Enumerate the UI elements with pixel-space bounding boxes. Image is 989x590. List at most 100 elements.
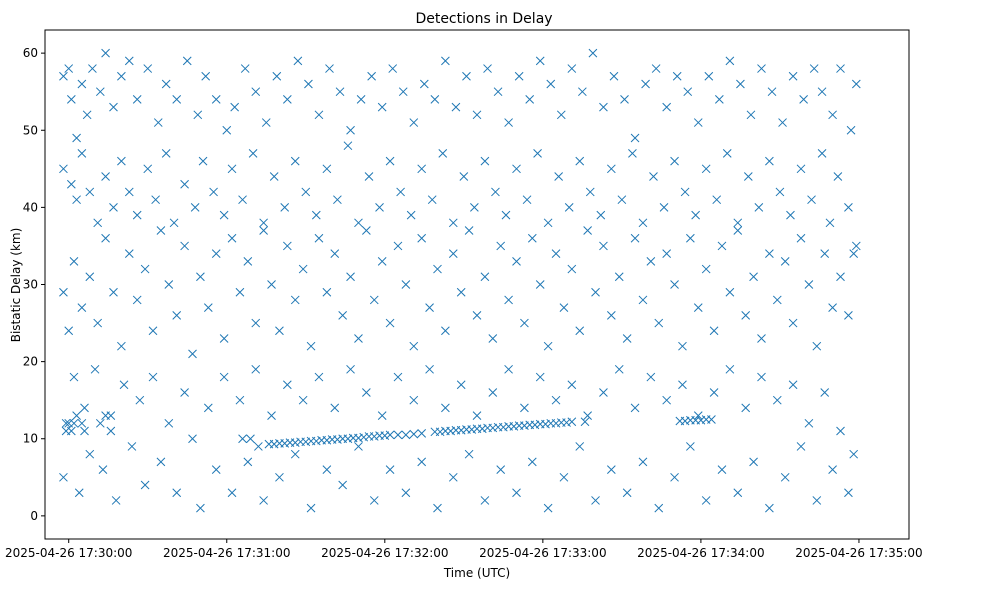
data-point [246,434,255,444]
data-point [362,388,371,397]
data-point [472,411,482,420]
data-point [417,164,427,174]
data-point [196,503,205,513]
y-tick-label: 0 [30,509,38,523]
data-point [346,364,355,374]
data-point [606,164,616,174]
data-point [69,257,79,266]
data-point [82,110,92,120]
data-point [809,64,819,73]
data-point [172,95,182,104]
data-point [164,418,174,428]
x-tick-label: 2025-04-26 17:30:00 [5,546,132,560]
data-point [496,465,506,474]
data-point [251,318,261,328]
data-point [599,102,608,112]
data-point [172,310,182,320]
data-point [298,264,308,274]
data-point [504,295,513,305]
data-point [196,272,205,282]
data-point [66,95,76,104]
data-point [535,372,545,382]
data-point [438,149,448,158]
y-tick-label: 40 [23,200,38,214]
data-point [701,496,711,505]
data-point [630,403,640,413]
data-point [788,71,798,81]
data-point [393,372,403,382]
data-point [235,395,245,405]
x-axis: 2025-04-26 17:30:00 2025-04-26 17:31:00 20… [5,539,923,560]
data-point [836,426,845,436]
data-point [293,56,303,66]
data-point [520,318,529,328]
data-point [219,210,229,220]
data-point [683,87,693,97]
data-point [693,118,703,127]
data-point [409,395,419,405]
data-point [543,503,553,513]
data-point [346,125,355,135]
data-point [109,287,118,297]
data-point [714,95,724,104]
data-point [101,411,110,420]
data-point [527,457,537,467]
data-point [567,380,577,390]
data-point [583,411,592,420]
data-point [425,303,434,312]
data-point [733,218,743,228]
data-point [567,64,577,73]
data-point [180,179,189,189]
data-point [66,179,76,189]
data-point [686,442,695,451]
data-point [106,426,116,436]
data-point [725,287,735,297]
data-point [59,287,68,297]
data-point [222,125,232,135]
data-point [85,272,95,282]
data-point [85,187,95,197]
data-point [227,233,237,243]
data-point [282,380,292,390]
data-point [591,496,600,505]
data-point [219,334,229,343]
data-point [844,488,853,498]
data-point [93,218,103,228]
data-point [95,418,105,428]
data-point [243,457,253,467]
data-point [330,403,340,413]
data-point [427,195,437,205]
data-point [362,226,371,235]
data-point [733,488,743,498]
data-point [101,48,110,58]
data-point [72,195,81,205]
data-point [551,249,561,259]
data-point [749,272,758,282]
data-point [686,233,695,243]
data-point [64,326,74,336]
data-point [448,218,458,228]
data-point [828,465,837,474]
data-point [820,388,830,397]
data-point [736,79,745,89]
x-tick-label: 2025-04-26 17:31:00 [163,546,290,560]
data-point [828,110,837,120]
data-point [227,164,237,174]
data-point [101,172,110,181]
data-point [480,272,490,282]
data-point [717,465,727,474]
data-point [375,203,384,212]
data-point [772,295,782,305]
data-point [74,488,84,498]
data-point [385,465,395,474]
data-point [385,156,395,166]
data-point [470,203,479,212]
data-point [617,195,627,205]
data-point [259,496,268,505]
data-point [851,79,861,89]
data-point [409,341,419,351]
data-point [69,372,79,382]
data-point [259,226,268,235]
